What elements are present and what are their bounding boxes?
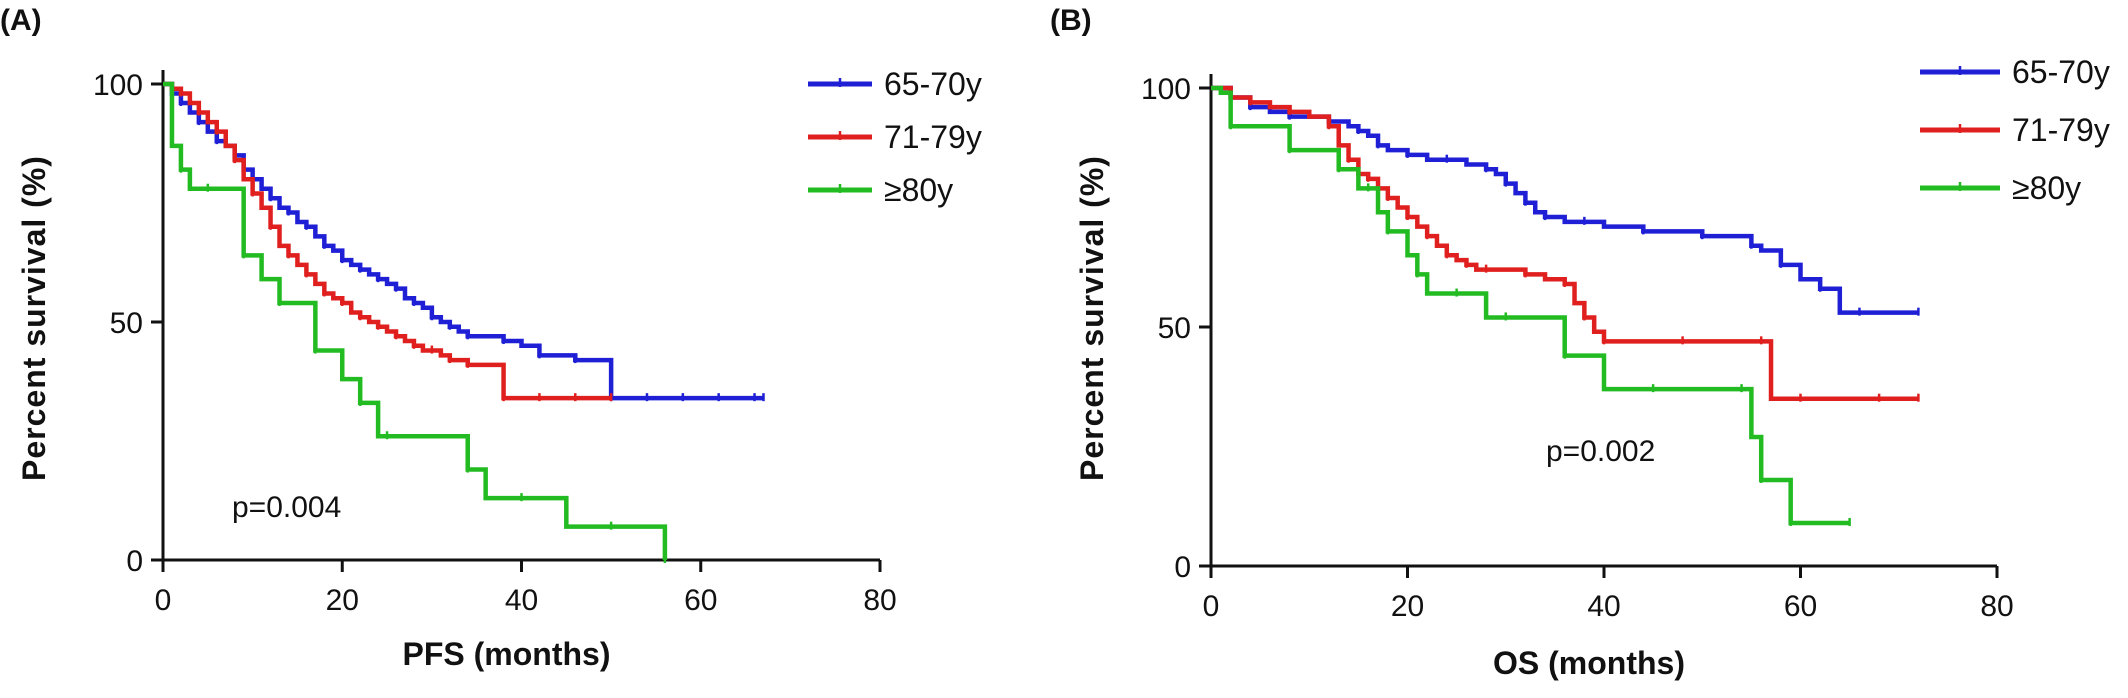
survival-chart-os: (B) 0 20 40 60 80 0 50 100 OS (months) Percent sur… xyxy=(1050,4,2110,681)
y-axis-title: Percent survival (%) xyxy=(1074,155,1110,481)
chart-panel-b: (B) 0 20 40 60 80 0 50 100 OS (months) Percent sur… xyxy=(1050,0,2128,698)
y-tick-label: 50 xyxy=(1158,312,1191,345)
survival-curve-2 xyxy=(1211,85,1919,401)
survival-chart-pfs: (A) 0 20 40 60 80 0 50 100 PFS (months) Percent su… xyxy=(0,4,982,672)
panel-label: (B) xyxy=(1050,4,1092,37)
y-tick-label: 100 xyxy=(93,69,143,102)
p-value-annotation: p=0.002 xyxy=(1546,435,1655,468)
x-axis-title: OS (months) xyxy=(1493,645,1685,681)
x-tick-label: 0 xyxy=(1203,590,1220,623)
x-tick-label: 80 xyxy=(1980,590,2013,623)
y-tick-label: 100 xyxy=(1141,73,1191,106)
x-tick-label: 60 xyxy=(1784,590,1817,623)
y-tick-label: 0 xyxy=(126,545,143,578)
legend-label-2: 71-79y xyxy=(2012,112,2110,148)
y-tick-label: 0 xyxy=(1174,551,1191,584)
x-tick-label: 20 xyxy=(326,584,359,617)
panel-label: (A) xyxy=(0,4,42,37)
legend-label-3: ≥80y xyxy=(2012,170,2081,206)
x-tick-label: 40 xyxy=(1587,590,1620,623)
chart-panel-a: (A) 0 20 40 60 80 0 50 100 PFS (months) Percent su… xyxy=(0,0,1050,698)
x-tick-label: 20 xyxy=(1391,590,1424,623)
p-value-annotation: p=0.004 xyxy=(232,491,341,524)
x-tick-label: 0 xyxy=(155,584,172,617)
x-tick-label: 80 xyxy=(863,584,896,617)
x-tick-label: 40 xyxy=(505,584,538,617)
y-tick-label: 50 xyxy=(110,307,143,340)
x-tick-label: 60 xyxy=(684,584,717,617)
legend-label-1: 65-70y xyxy=(2012,54,2110,90)
legend-label-3: ≥80y xyxy=(884,172,953,208)
x-axis-title: PFS (months) xyxy=(403,636,611,672)
survival-curve-3 xyxy=(1211,85,1850,526)
legend-label-1: 65-70y xyxy=(884,66,982,102)
y-axis-title: Percent survival (%) xyxy=(16,155,52,481)
survival-curve-2 xyxy=(163,81,612,401)
legend-label-2: 71-79y xyxy=(884,119,982,155)
survival-curve-1 xyxy=(163,81,764,401)
